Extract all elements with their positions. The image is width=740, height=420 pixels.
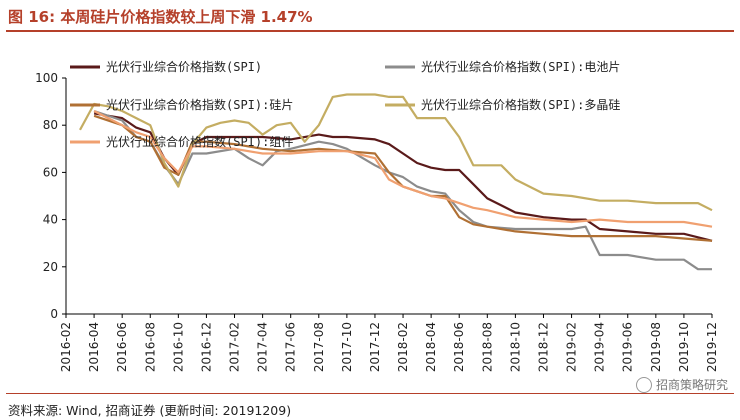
x-tick-label: 2019-12	[705, 322, 719, 372]
x-tick-label: 2017-08	[312, 322, 326, 372]
x-tick-label: 2016-06	[115, 322, 129, 372]
y-tick-label: 80	[43, 118, 58, 132]
legend-label-4: 光伏行业综合价格指数(SPI):多晶硅	[421, 97, 620, 112]
y-tick-label: 40	[43, 213, 58, 227]
x-tick-label: 2017-04	[256, 322, 270, 372]
series-line-3	[93, 114, 713, 242]
x-tick-label: 2019-08	[649, 322, 663, 372]
x-tick-label: 2017-10	[340, 322, 354, 372]
footer-divider	[6, 393, 734, 394]
x-tick-label: 2019-04	[593, 322, 607, 372]
series-lines	[79, 93, 713, 271]
x-tick-label: 2017-06	[284, 322, 298, 372]
legend-label-2: 光伏行业综合价格指数(SPI):电池片	[421, 59, 620, 74]
series-line-5	[93, 110, 713, 228]
source-note: 资料来源: Wind, 招商证券 (更新时间: 20191209)	[8, 403, 292, 418]
x-tick-label: 2018-08	[480, 322, 494, 372]
legend-label-1: 光伏行业综合价格指数(SPI)	[106, 59, 262, 74]
x-tick-label: 2016-12	[199, 322, 213, 372]
chart-axes	[65, 78, 712, 315]
x-tick-label: 2019-02	[565, 322, 579, 372]
legend: 光伏行业综合价格指数(SPI) 光伏行业综合价格指数(SPI):电池片光伏行业综合…	[70, 59, 620, 149]
x-axis-ticks: 2016-02 2016-04 2016-06 2016-08 2016-10 2016-…	[59, 314, 719, 372]
x-tick-label: 2018-12	[536, 322, 550, 372]
x-tick-label: 2016-04	[87, 322, 101, 372]
x-tick-label: 2018-10	[508, 322, 522, 372]
x-tick-label: 2018-04	[424, 322, 438, 372]
x-tick-label: 2017-02	[228, 322, 242, 372]
title-divider	[6, 30, 734, 32]
x-tick-label: 2016-10	[171, 322, 185, 372]
x-tick-label: 2016-08	[143, 322, 157, 372]
wechat-logo-icon	[635, 376, 652, 393]
y-tick-label: 0	[50, 307, 58, 321]
watermark-text: 招商策略研究	[655, 378, 728, 392]
x-tick-label: 2019-10	[677, 322, 691, 372]
x-tick-label: 2018-06	[452, 322, 466, 372]
watermark: 招商策略研究	[635, 376, 728, 393]
y-axis-ticks: 0 20 40 60 80 100	[35, 71, 66, 321]
legend-label-5: 光伏行业综合价格指数(SPI):组件	[106, 134, 293, 149]
y-tick-label: 60	[43, 165, 58, 179]
page-title: 图 16: 本周硅片价格指数较上周下滑 1.47%	[8, 8, 313, 26]
legend-label-3: 光伏行业综合价格指数(SPI):硅片	[106, 97, 293, 112]
x-tick-label: 2018-02	[396, 322, 410, 372]
y-tick-label: 100	[35, 71, 58, 85]
x-tick-label: 2019-06	[621, 322, 635, 372]
x-tick-label: 2017-12	[368, 322, 382, 372]
y-tick-label: 20	[43, 260, 58, 274]
x-tick-label: 2016-02	[59, 322, 73, 372]
series-line-4	[79, 93, 713, 212]
